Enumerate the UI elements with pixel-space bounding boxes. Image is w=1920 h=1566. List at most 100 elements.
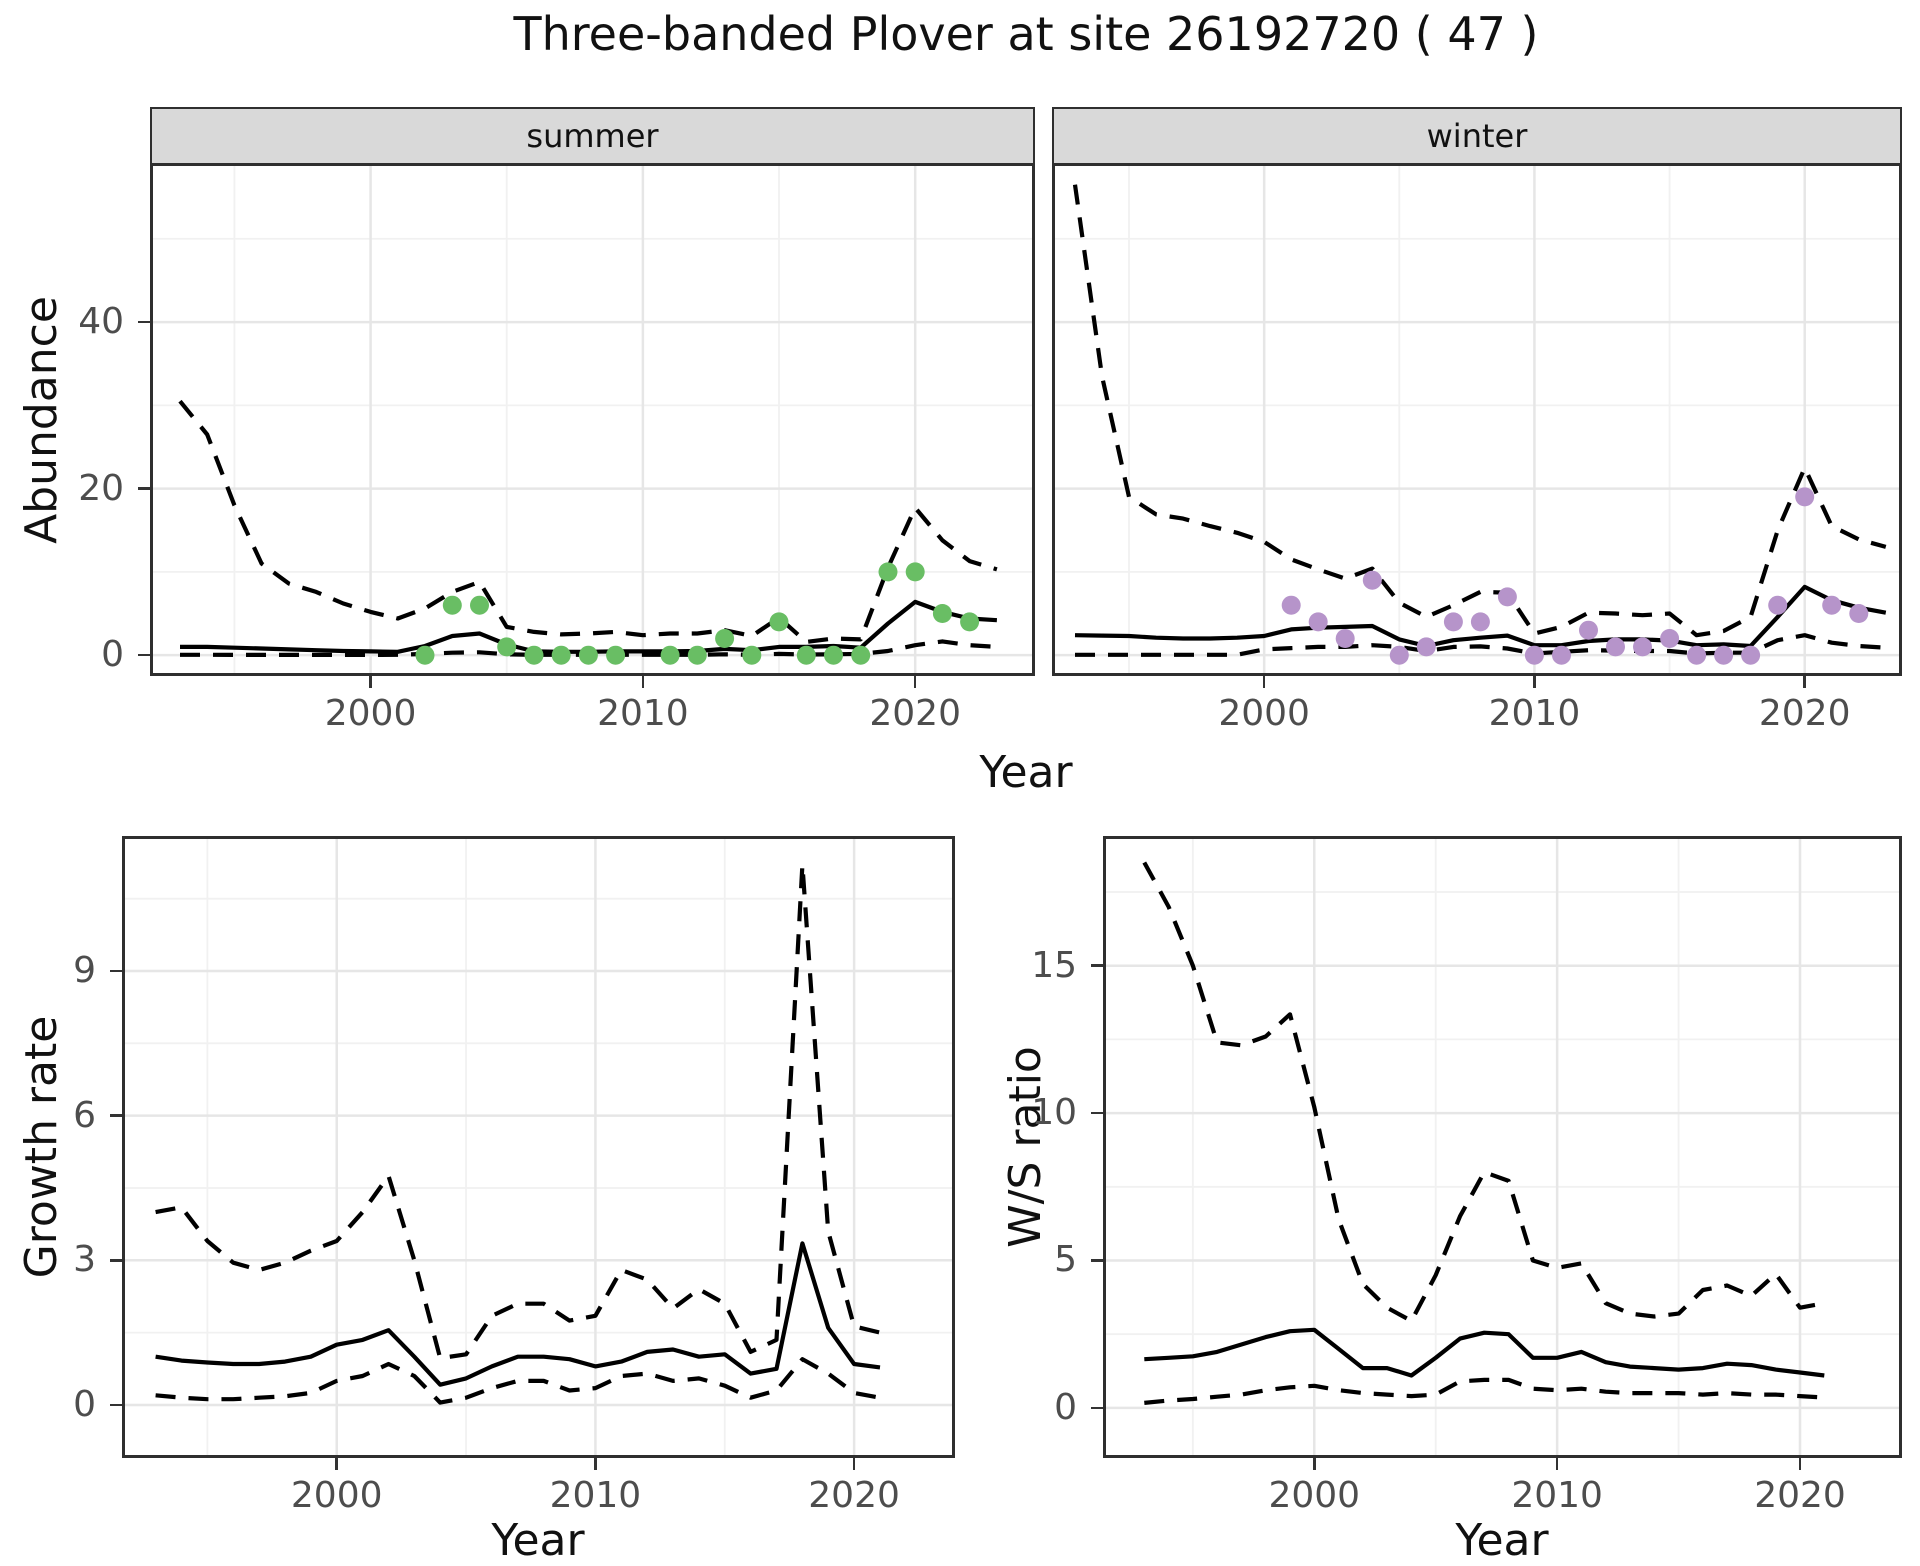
- observed-point: [1849, 604, 1869, 623]
- x-tick-label: 2020: [869, 693, 961, 734]
- observed-point: [1443, 612, 1463, 632]
- y-axis-tick: [1091, 1406, 1103, 1410]
- ws-ratio-chart: [1103, 836, 1902, 1458]
- observed-point: [1579, 620, 1598, 640]
- y-axis-tick: [1091, 1111, 1103, 1115]
- observed-point: [1714, 645, 1734, 665]
- observed-point: [769, 612, 789, 632]
- observed-point: [1416, 637, 1436, 657]
- x-axis-label-year-top: Year: [979, 747, 1073, 798]
- x-tick-label: 2000: [290, 1475, 383, 1516]
- observed-point: [687, 645, 707, 665]
- x-tick-label: 2000: [324, 693, 417, 734]
- observed-point: [905, 562, 925, 582]
- y-axis-tick: [110, 1403, 122, 1407]
- observed-point: [497, 637, 517, 657]
- x-tick-label: 2010: [597, 693, 689, 734]
- y-axis-label-abundance: Abundance: [16, 296, 67, 544]
- x-axis-tick: [1533, 676, 1536, 688]
- y-tick-label: 5: [1054, 1239, 1077, 1281]
- x-axis-tick: [1262, 676, 1266, 688]
- observed-point: [1470, 612, 1490, 632]
- observed-point: [660, 645, 680, 665]
- series-lower_ci: [155, 1357, 881, 1405]
- observed-point: [851, 645, 871, 665]
- series-fit: [155, 1241, 881, 1387]
- series-fit: [1144, 1327, 1825, 1378]
- y-axis-tick: [110, 1114, 122, 1117]
- y-tick-label: 10: [1031, 1092, 1077, 1134]
- x-tick-label: 2020: [1754, 1475, 1846, 1516]
- y-axis-label-growth-rate: Growth rate: [16, 1015, 67, 1279]
- observed-point: [1389, 645, 1409, 665]
- observed-point: [524, 645, 544, 665]
- x-tick-label: 2000: [1268, 1475, 1361, 1516]
- y-tick-label: 0: [1054, 1386, 1077, 1428]
- observed-point: [878, 562, 898, 582]
- x-axis-label-year-bottom-left: Year: [491, 1515, 585, 1566]
- x-tick-label: 2000: [1218, 693, 1310, 734]
- facet-strip-summer: summer: [150, 107, 1035, 165]
- observed-point: [742, 645, 762, 665]
- y-axis-tick: [110, 969, 122, 973]
- y-axis-tick: [1091, 964, 1103, 967]
- facet-strip-summer-label: summer: [526, 117, 659, 155]
- y-axis-tick: [138, 653, 150, 657]
- x-tick-label: 2010: [549, 1475, 642, 1516]
- x-axis-tick: [335, 1458, 338, 1470]
- x-axis-tick: [852, 1458, 856, 1470]
- y-axis-label-ws-ratio: W/S ratio: [1000, 1046, 1051, 1248]
- y-axis-tick: [1091, 1259, 1103, 1262]
- series-upper_ci: [155, 862, 881, 1361]
- observed-point: [415, 645, 435, 665]
- x-axis-tick: [641, 676, 645, 688]
- x-tick-label: 2010: [1511, 1475, 1603, 1516]
- observed-point: [1497, 587, 1517, 607]
- series-upper_ci: [1072, 184, 1887, 638]
- observed-point: [1606, 637, 1625, 657]
- observed-point: [715, 629, 735, 648]
- observed-point: [1660, 629, 1680, 648]
- observed-point: [442, 595, 462, 615]
- x-tick-label: 2020: [1758, 693, 1851, 734]
- observed-point: [1768, 595, 1788, 615]
- x-axis-tick: [1798, 1458, 1802, 1470]
- observed-point: [1308, 612, 1328, 632]
- y-tick-label: 0: [73, 1383, 96, 1425]
- figure-title: Three-banded Plover at site 26192720 ( 4…: [513, 7, 1539, 61]
- observed-point: [796, 645, 816, 665]
- y-axis-tick: [110, 1259, 122, 1262]
- y-tick-label: 6: [73, 1094, 96, 1136]
- x-axis-tick: [1803, 676, 1806, 688]
- x-tick-label: 2020: [808, 1475, 900, 1516]
- observed-point: [606, 645, 626, 665]
- observed-point: [551, 645, 571, 665]
- observed-point: [824, 645, 843, 665]
- x-tick-label: 2010: [1488, 693, 1581, 734]
- series-lower_ci: [1144, 1377, 1825, 1405]
- x-axis-tick: [913, 676, 917, 688]
- observed-point: [1335, 629, 1355, 648]
- x-axis-tick: [369, 676, 372, 688]
- summer-abundance-chart: [150, 163, 1035, 676]
- winter-abundance-chart: [1052, 163, 1902, 676]
- series-upper_ci: [1142, 861, 1825, 1323]
- y-tick-label: 20: [78, 467, 124, 509]
- x-axis-tick: [1313, 1458, 1316, 1470]
- x-axis-tick: [1555, 1458, 1559, 1470]
- observed-point: [1795, 487, 1815, 507]
- observed-point: [932, 604, 952, 623]
- observed-point: [960, 612, 980, 632]
- observed-point: [1822, 595, 1842, 615]
- y-tick-label: 15: [1031, 944, 1077, 986]
- observed-point: [1362, 570, 1382, 590]
- observed-point: [1633, 637, 1652, 657]
- facet-strip-winter: winter: [1052, 107, 1902, 165]
- observed-point: [1281, 595, 1301, 615]
- observed-point: [470, 595, 489, 615]
- y-axis-tick: [138, 320, 150, 324]
- y-axis-tick: [138, 487, 150, 490]
- growth-rate-chart: [122, 836, 955, 1458]
- observed-point: [1552, 645, 1571, 665]
- x-axis-tick: [594, 1458, 597, 1470]
